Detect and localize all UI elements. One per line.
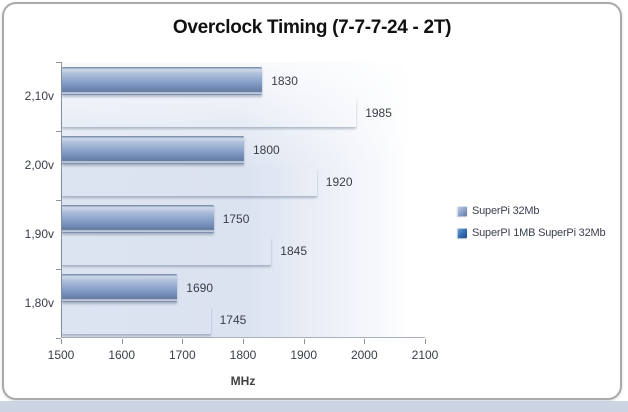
bar-value-label: 1690 (186, 281, 213, 295)
x-axis-tick (425, 339, 426, 344)
page-bottom-strip (0, 401, 628, 412)
bar-superpi-32mb (62, 274, 178, 302)
y-category-label: 1,80v (24, 295, 54, 310)
legend-marker-icon (457, 228, 467, 238)
y-axis-tick (56, 131, 61, 132)
x-tick-label: 1500 (47, 348, 75, 362)
legend: SuperPi 32Mb SuperPI 1MB SuperPi 32Mb (457, 205, 625, 239)
bar-value-label: 1845 (280, 244, 307, 258)
legend-label: SuperPI 1MB SuperPi 32Mb (472, 227, 606, 239)
x-axis-tick (364, 339, 366, 344)
legend-label: SuperPi 32Mb (472, 205, 540, 217)
y-axis-tick (56, 269, 61, 270)
y-category-label: 2,10v (24, 88, 54, 103)
x-axis-title: MHz (230, 374, 256, 388)
x-axis-tick (121, 339, 123, 344)
x-tick-label: 2000 (350, 348, 378, 362)
bar-value-label: 1745 (219, 313, 247, 327)
y-axis-tick (56, 338, 61, 339)
y-axis-tick (56, 200, 61, 201)
x-axis-tick (243, 339, 244, 344)
bar-value-label: 1800 (253, 143, 280, 157)
bar-value-label: 1830 (271, 74, 298, 88)
plot-area: 1830 1985 1800 1920 1750 1845 1690 1745 (61, 62, 425, 338)
x-tick-label: 2100 (411, 348, 439, 362)
y-category-label: 1,90v (24, 226, 54, 241)
chart-title: Overclock Timing (7-7-7-24 - 2T) (172, 17, 452, 38)
bar-superpi-1mb (62, 99, 356, 127)
y-category-label: 2,00v (24, 157, 54, 172)
legend-item: SuperPi 32Mb (457, 205, 625, 217)
bar-superpi-1mb (62, 237, 271, 265)
bar-superpi-32mb (62, 67, 263, 95)
x-axis-tick (182, 339, 184, 344)
bar-value-label: 1920 (325, 175, 353, 189)
bar-superpi-32mb (62, 205, 214, 233)
x-axis-tick (303, 339, 305, 344)
x-tick-label: 1600 (108, 348, 136, 362)
chart-frame: Overclock Timing (7-7-7-24 - 2T) 1830 198… (2, 2, 622, 400)
legend-marker-icon (457, 206, 467, 216)
legend-item: SuperPI 1MB SuperPi 32Mb (457, 227, 625, 239)
x-axis-tick (61, 339, 62, 344)
x-tick-label: 1800 (229, 348, 257, 362)
bar-superpi-1mb (62, 306, 211, 334)
bar-value-label: 1750 (222, 212, 250, 226)
y-axis-tick (56, 62, 61, 63)
bar-value-label: 1985 (365, 106, 392, 120)
bar-superpi-32mb (62, 136, 244, 164)
x-tick-label: 1700 (168, 348, 196, 362)
bar-superpi-1mb (62, 168, 317, 196)
x-tick-label: 1900 (290, 348, 318, 362)
